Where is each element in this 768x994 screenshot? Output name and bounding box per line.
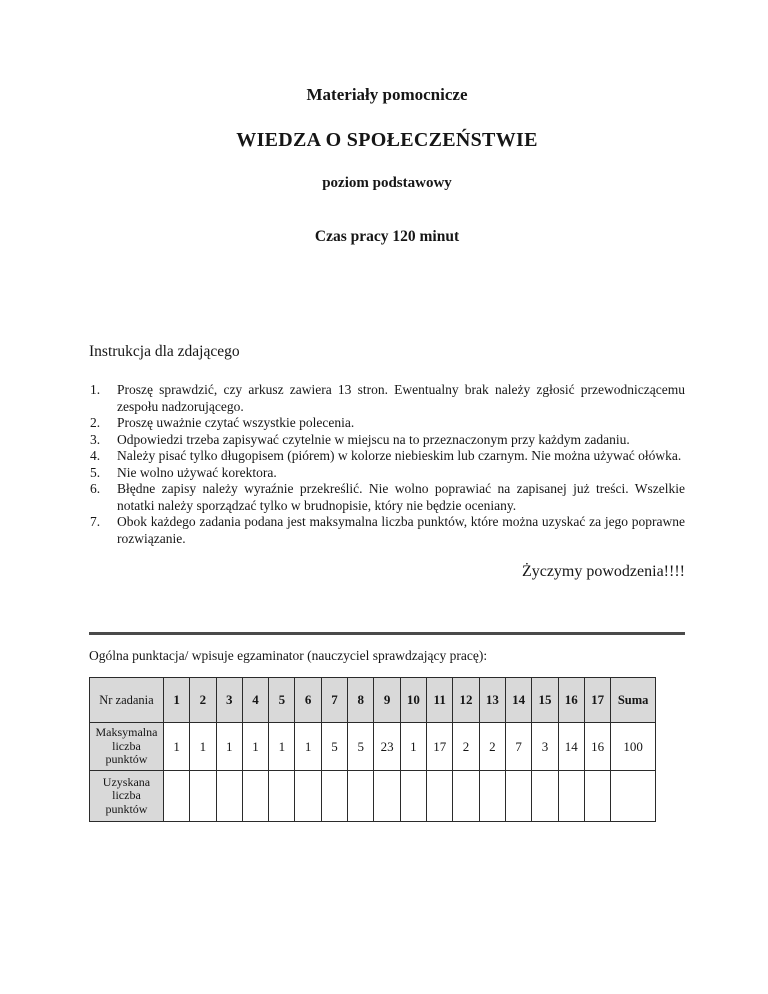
instruction-number: 2.: [90, 415, 101, 430]
instruction-number: 6.: [90, 481, 101, 496]
earned-points-cell: [215, 770, 243, 822]
scoring-note: Ogólna punktacja/ wpisuje egzaminator (n…: [89, 648, 488, 663]
instruction-text: Proszę uważnie czytać wszystkie poleceni…: [117, 415, 355, 430]
earned-points-cell: [320, 770, 349, 822]
max-points-cell: 2: [452, 722, 480, 771]
task-number-cell: 3: [215, 677, 243, 723]
instruction-item: 1. Proszę sprawdzić, czy arkusz zawiera 1…: [89, 382, 685, 415]
task-number-cell: 14: [504, 677, 533, 723]
max-points-cell: 3: [531, 722, 559, 771]
instruction-number: 3.: [90, 431, 101, 447]
earned-points-cell: [399, 770, 428, 822]
task-number-cell: 6: [294, 677, 322, 723]
task-number-cell: 17: [583, 677, 612, 723]
max-points-cell: 2: [478, 722, 506, 771]
earned-points-cell: [452, 770, 480, 822]
instruction-item: 7. Obok każdego zadania podana jest maksy…: [89, 514, 685, 547]
max-points-cell: 14: [557, 722, 585, 771]
earned-points-cell: [268, 770, 296, 822]
instruction-number: 5.: [90, 464, 101, 480]
duration-text: Czas pracy 120 minut: [314, 228, 460, 245]
instruction-item: 3. Odpowiedzi trzeba zapisywać czytelnie …: [89, 432, 685, 449]
instruction-number: 4.: [90, 448, 101, 463]
task-number-cell: 4: [241, 677, 270, 723]
max-points-cell: 1: [162, 722, 191, 771]
max-points-cell: 1: [189, 722, 217, 771]
table-row-max-points: Maksymalna liczba punktów 1 1 1 1 1 1 5 5 23 1 17 2 2…: [89, 722, 656, 771]
task-number-cell: 16: [557, 677, 585, 723]
instruction-number: 7.: [90, 514, 101, 529]
max-points-cell: 1: [268, 722, 296, 771]
table-corner-label: Nr zadania: [89, 677, 164, 723]
max-points-cell: 23: [373, 722, 401, 771]
page-title: Materiały pomocnicze: [306, 85, 468, 104]
task-number-cell: 7: [320, 677, 349, 723]
earned-points-cell: [583, 770, 612, 822]
earned-points-cell: [347, 770, 375, 822]
task-number-cell: 13: [478, 677, 506, 723]
instruction-text: Proszę sprawdzić, czy arkusz zawiera 13 …: [117, 382, 685, 414]
task-number-cell: 10: [399, 677, 428, 723]
table-header-row: Nr zadania 1 2 3 4 5 6 7 8 9 10 11 12 13 14 15 16 17 Suma: [89, 677, 656, 723]
earned-row-label: Uzyskana liczba punktów: [89, 770, 164, 822]
instruction-item: 6. Błędne zapisy należy wyraźnie przekreś…: [89, 481, 685, 514]
good-luck-text: Życzymy powodzenia!!!!: [521, 563, 685, 580]
earned-points-cell: [557, 770, 585, 822]
instruction-text: Odpowiedzi trzeba zapisywać czytelnie w …: [117, 431, 630, 447]
table-row-earned-points: Uzyskana liczba punktów: [89, 770, 656, 822]
earned-points-cell: [189, 770, 217, 822]
max-points-cell: 1: [399, 722, 428, 771]
max-points-cell: 1: [215, 722, 243, 771]
instruction-item: 2. Proszę uważnie czytać wszystkie polece…: [89, 415, 685, 432]
task-number-cell: 8: [347, 677, 375, 723]
earned-points-cell: [162, 770, 191, 822]
instruction-text: Należy pisać tylko długopisem (piórem) w…: [117, 448, 682, 463]
instruction-text: Błędne zapisy należy wyraźnie przekreśli…: [117, 481, 685, 513]
earned-points-cell: [373, 770, 401, 822]
max-points-cell: 5: [320, 722, 349, 771]
task-number-cell: 5: [268, 677, 296, 723]
earned-points-cell: [478, 770, 506, 822]
earned-points-cell: [504, 770, 533, 822]
max-points-cell: 1: [294, 722, 322, 771]
task-number-cell: 9: [373, 677, 401, 723]
subject-title: WIEDZA O SPOŁECZEŃSTWIE: [236, 129, 538, 151]
max-points-cell: 5: [347, 722, 375, 771]
instructions-list: 1. Proszę sprawdzić, czy arkusz zawiera 1…: [89, 382, 685, 547]
instruction-text: Nie wolno używać korektora.: [117, 464, 277, 480]
max-points-cell: 1: [241, 722, 270, 771]
task-number-cell: 12: [452, 677, 480, 723]
earned-points-cell: [531, 770, 559, 822]
task-number-cell: 2: [189, 677, 217, 723]
task-number-cell: 15: [531, 677, 559, 723]
instructions-heading: Instrukcja dla zdającego: [89, 343, 240, 360]
task-number-cell: 11: [426, 677, 454, 723]
level-subtitle: poziom podstawowy: [322, 175, 452, 191]
max-points-cell: 16: [583, 722, 612, 771]
max-sum-cell: 100: [610, 722, 656, 771]
instruction-number: 1.: [90, 382, 101, 397]
task-number-cell: 1: [162, 677, 191, 723]
earned-sum-cell: [610, 770, 656, 822]
instruction-item: 5. Nie wolno używać korektora.: [89, 465, 685, 482]
earned-points-cell: [241, 770, 270, 822]
max-row-label: Maksymalna liczba punktów: [89, 722, 164, 771]
instruction-item: 4. Należy pisać tylko długopisem (piórem)…: [89, 448, 685, 465]
max-points-cell: 7: [504, 722, 533, 771]
divider-line: [89, 632, 685, 635]
score-table: Nr zadania 1 2 3 4 5 6 7 8 9 10 11 12 13 14 15 16 17 Suma M…: [89, 677, 656, 822]
instruction-text: Obok każdego zadania podana jest maksyma…: [117, 514, 685, 546]
earned-points-cell: [426, 770, 454, 822]
sum-header-cell: Suma: [610, 677, 656, 723]
max-points-cell: 17: [426, 722, 454, 771]
earned-points-cell: [294, 770, 322, 822]
